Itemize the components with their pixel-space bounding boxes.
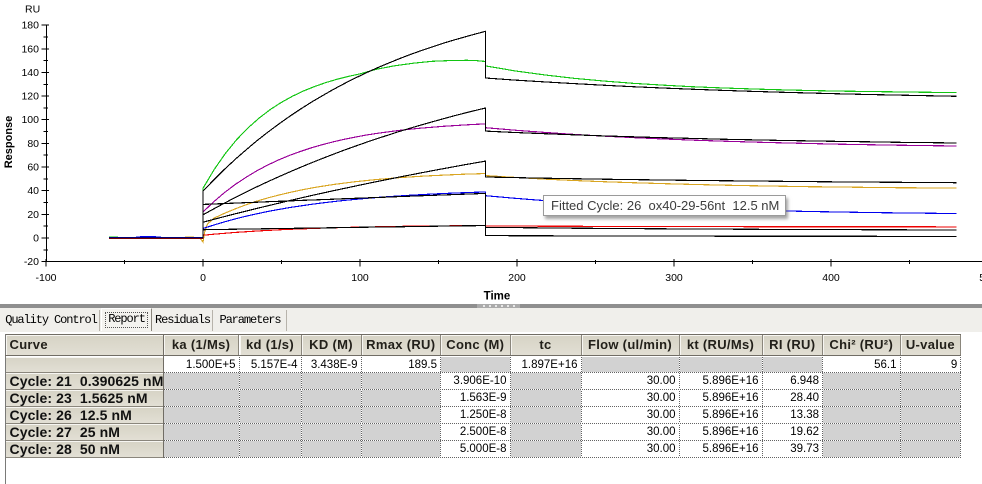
svg-text:60: 60 — [27, 162, 39, 174]
svg-text:100: 100 — [351, 272, 369, 284]
svg-text:-100: -100 — [35, 272, 56, 284]
svg-text:RU: RU — [25, 4, 40, 16]
svg-text:100: 100 — [21, 114, 39, 126]
svg-text:160: 160 — [21, 43, 39, 55]
svg-text:300: 300 — [665, 272, 683, 284]
svg-text:-20: -20 — [24, 256, 39, 268]
svg-text:40: 40 — [27, 185, 39, 197]
svg-text:0: 0 — [33, 233, 39, 245]
svg-text:120: 120 — [21, 91, 39, 103]
svg-text:180: 180 — [21, 20, 39, 32]
svg-text:400: 400 — [822, 272, 840, 284]
svg-text:200: 200 — [508, 272, 526, 284]
svg-text:20: 20 — [27, 209, 39, 221]
svg-text:500: 500 — [979, 272, 982, 284]
svg-text:140: 140 — [21, 67, 39, 79]
svg-text:Time: Time — [484, 291, 511, 303]
svg-text:Response: Response — [3, 116, 15, 169]
svg-text:0: 0 — [200, 272, 206, 284]
svg-text:80: 80 — [27, 138, 39, 150]
